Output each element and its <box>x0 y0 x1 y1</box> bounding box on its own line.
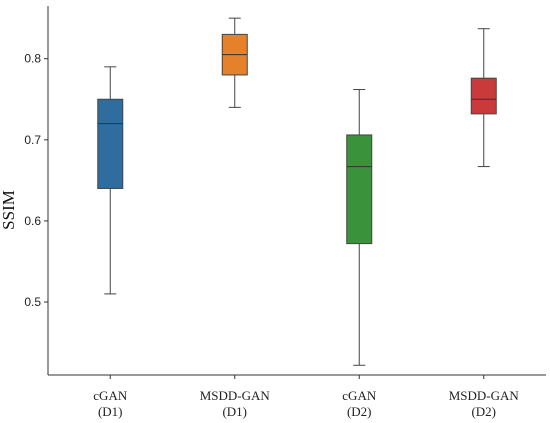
y-tick-label: 0.8 <box>24 52 41 66</box>
x-tick-labels: cGAN(D1)MSDD-GAN(D1)cGAN(D2)MSDD-GAN(D2) <box>93 375 519 419</box>
iqr-box <box>346 134 373 245</box>
x-tick-label-line2: (D1) <box>98 404 123 419</box>
axes <box>47 6 546 376</box>
x-tick-label-line1: MSDD-GAN <box>449 388 520 403</box>
y-tick-label: 0.7 <box>24 133 41 147</box>
x-tick-label-line1: cGAN <box>342 388 377 403</box>
x-tick-label-line2: (D1) <box>222 404 247 419</box>
x-tick-label-line2: (D2) <box>471 404 496 419</box>
box-4 <box>470 28 497 168</box>
iqr-box <box>470 77 497 115</box>
y-ticks: 0.5 0.6 0.7 0.8 <box>24 52 48 309</box>
box-series <box>97 17 497 366</box>
y-tick-label: 0.5 <box>24 295 41 309</box>
iqr-box <box>97 98 124 189</box>
x-tick-label-line1: cGAN <box>93 388 128 403</box>
box-3 <box>346 89 373 366</box>
y-tick-label: 0.6 <box>24 214 41 228</box>
box-2 <box>221 17 248 108</box>
x-tick-label-line2: (D2) <box>347 404 372 419</box>
x-tick-label-line1: MSDD-GAN <box>200 388 271 403</box>
y-axis-title: SSIM <box>0 190 18 230</box>
box-1 <box>97 66 124 295</box>
